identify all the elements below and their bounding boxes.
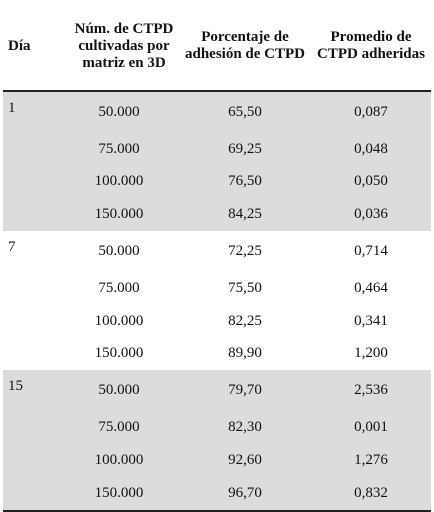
- num-cell: 150.000: [94, 345, 144, 362]
- num-cell: 75.000: [98, 279, 140, 296]
- avg-cell: 0,714: [354, 243, 388, 260]
- table-row: 15 50.000 79,70 2,536: [3, 370, 431, 412]
- num-cell: 50.000: [69, 91, 179, 133]
- table-row: 7 50.000 72,25 0,714: [3, 231, 431, 272]
- dia-cell: [3, 443, 69, 477]
- num-cell: 100.000: [94, 312, 144, 329]
- avg-cell: 0,048: [311, 132, 431, 166]
- dia-cell: [3, 305, 69, 338]
- num-cell: 150.000: [69, 476, 179, 511]
- avg-cell: 2,536: [311, 370, 431, 412]
- header-dia: Día: [3, 2, 69, 92]
- pct-cell: 72,25: [228, 243, 262, 260]
- adhesion-table: Día Núm. de CTPD cultivadas por matriz e…: [3, 2, 431, 512]
- num-cell: 150.000: [69, 198, 179, 232]
- avg-cell: 0,036: [311, 198, 431, 232]
- avg-cell: 0,832: [311, 476, 431, 511]
- dia-cell: 7: [8, 239, 16, 256]
- dia-cell: [3, 411, 69, 444]
- dia-cell: 1: [3, 91, 69, 133]
- table-row: 75.000 69,25 0,048: [3, 132, 431, 166]
- pct-cell: 76,50: [179, 165, 311, 199]
- avg-cell: 1,276: [311, 443, 431, 477]
- header-porcentaje: Porcentaje de adhesión de CTPD: [179, 2, 311, 92]
- pct-cell: 82,30: [179, 411, 311, 444]
- dia-cell: [3, 338, 69, 371]
- pct-cell: 65,50: [179, 91, 311, 133]
- pct-cell: 84,25: [179, 198, 311, 232]
- header-promedio: Promedio de CTPD adheridas: [311, 2, 431, 92]
- table-row: 150.000 96,70 0,832: [3, 476, 431, 511]
- table-row: 100.000 76,50 0,050: [3, 165, 431, 199]
- table-row: 150.000 89,90 1,200: [3, 338, 431, 371]
- num-cell: 75.000: [69, 132, 179, 166]
- num-cell: 75.000: [69, 411, 179, 444]
- dia-cell: [3, 476, 69, 511]
- avg-cell: 0,050: [311, 165, 431, 199]
- pct-cell: 69,25: [179, 132, 311, 166]
- table-row: 100.000 82,25 0,341: [3, 305, 431, 338]
- table-row: 150.000 84,25 0,036: [3, 198, 431, 232]
- table-row: 75.000 82,30 0,001: [3, 411, 431, 444]
- dia-cell: [3, 132, 69, 166]
- dia-cell: [3, 198, 69, 232]
- avg-cell: 0,001: [311, 411, 431, 444]
- table-row: 75.000 75,50 0,464: [3, 272, 431, 305]
- num-cell: 50.000: [98, 243, 140, 260]
- avg-cell: 0,087: [311, 91, 431, 133]
- pct-cell: 92,60: [179, 443, 311, 477]
- table-row: 100.000 92,60 1,276: [3, 443, 431, 477]
- num-cell: 100.000: [69, 165, 179, 199]
- pct-cell: 79,70: [179, 370, 311, 412]
- table-header: Día Núm. de CTPD cultivadas por matriz e…: [3, 2, 431, 92]
- table-body: 1 50.000 65,50 0,087 75.000 69,25 0,048 …: [3, 91, 431, 511]
- avg-cell: 0,341: [354, 312, 388, 329]
- document-page: Día Núm. de CTPD cultivadas por matriz e…: [3, 2, 431, 511]
- dia-cell: [3, 272, 69, 305]
- header-num-ctpd: Núm. de CTPD cultivadas por matriz en 3D: [69, 2, 179, 92]
- num-cell: 50.000: [69, 370, 179, 412]
- avg-cell: 1,200: [354, 345, 388, 362]
- dia-cell: 15: [3, 370, 69, 412]
- table-row: 1 50.000 65,50 0,087: [3, 91, 431, 133]
- header-row: Día Núm. de CTPD cultivadas por matriz e…: [3, 2, 431, 92]
- pct-cell: 82,25: [228, 312, 262, 329]
- avg-cell: 0,464: [354, 279, 388, 296]
- pct-cell: 75,50: [228, 279, 262, 296]
- dia-cell: [3, 165, 69, 199]
- pct-cell: 89,90: [228, 345, 262, 362]
- pct-cell: 96,70: [179, 476, 311, 511]
- num-cell: 100.000: [69, 443, 179, 477]
